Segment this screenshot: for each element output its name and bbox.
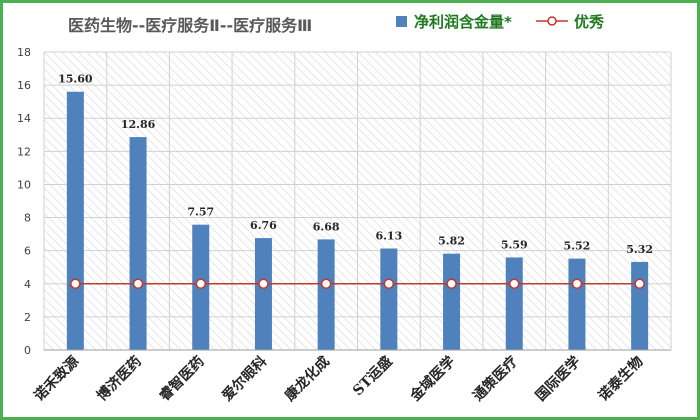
data-label: 5.59 bbox=[501, 238, 528, 251]
bar bbox=[568, 258, 586, 350]
bar bbox=[254, 238, 272, 350]
y-axis: 0 2 4 6 8 10 12 14 16 18 bbox=[17, 46, 31, 357]
bar bbox=[129, 137, 147, 350]
x-tick-label: ST运盛 bbox=[349, 353, 395, 399]
x-tick-label: 诺泰生物 bbox=[595, 353, 647, 405]
y-tick-label: 2 bbox=[24, 311, 31, 324]
legend-line-marker bbox=[547, 16, 557, 26]
line-point bbox=[634, 278, 645, 290]
y-tick-label: 6 bbox=[24, 245, 31, 258]
legend-bar-label: 净利润含金量* bbox=[414, 13, 512, 31]
legend: 净利润含金量* 优秀 bbox=[396, 13, 605, 31]
data-label: 5.82 bbox=[438, 235, 465, 248]
line-point bbox=[320, 278, 332, 290]
data-label: 6.68 bbox=[313, 220, 340, 233]
x-tick-label: 爱尔眼科 bbox=[219, 353, 271, 405]
line-point bbox=[195, 278, 206, 290]
bar bbox=[505, 257, 523, 350]
line-point bbox=[70, 278, 81, 290]
y-tick-label: 14 bbox=[17, 112, 31, 125]
data-label: 15.60 bbox=[58, 73, 93, 86]
legend-bar-swatch bbox=[396, 16, 407, 27]
bar bbox=[317, 239, 335, 350]
data-labels: 15.60 12.86 7.57 6.76 6.68 6.13 5.82 5.59 5.52 5.… bbox=[58, 73, 653, 256]
chart-title: 医药生物--医疗服务Ⅱ--医疗服务Ⅲ bbox=[68, 16, 312, 35]
data-label: 6.76 bbox=[250, 219, 277, 232]
x-axis: 诺禾致源 博济医药 睿智医药 爱尔眼科 康龙化成 ST运盛 金域医学 通策医疗 国际医学 诺泰生物 bbox=[31, 349, 671, 405]
bar bbox=[443, 253, 461, 350]
data-label: 5.52 bbox=[564, 240, 591, 253]
y-tick-label: 16 bbox=[17, 79, 31, 92]
x-tick-label: 国际医学 bbox=[532, 353, 584, 405]
y-tick-label: 8 bbox=[24, 212, 31, 225]
y-tick-label: 10 bbox=[17, 178, 31, 191]
data-label: 7.57 bbox=[187, 206, 214, 219]
data-label: 5.32 bbox=[626, 243, 653, 256]
line-point bbox=[132, 278, 144, 290]
line-point bbox=[571, 278, 583, 290]
bar bbox=[380, 248, 398, 350]
data-label: 6.13 bbox=[375, 230, 402, 243]
bar bbox=[66, 91, 84, 350]
x-tick-label: 通策医疗 bbox=[469, 353, 521, 405]
x-tick-label: 金域医学 bbox=[406, 353, 458, 405]
line-point bbox=[258, 278, 269, 290]
legend-line-label: 优秀 bbox=[574, 13, 605, 31]
y-tick-label: 12 bbox=[17, 145, 31, 158]
x-tick-label: 康龙化成 bbox=[281, 353, 333, 405]
bar bbox=[631, 261, 649, 350]
line-point bbox=[383, 278, 395, 290]
x-tick-label: 博济医药 bbox=[93, 353, 145, 405]
line-series bbox=[70, 278, 645, 290]
y-tick-label: 18 bbox=[17, 46, 31, 59]
line-point bbox=[509, 278, 520, 290]
x-tick-label: 诺禾致源 bbox=[31, 353, 83, 405]
data-label: 12.86 bbox=[121, 118, 156, 131]
x-tick-label: 睿智医药 bbox=[155, 353, 207, 405]
y-tick-label: 4 bbox=[24, 278, 31, 291]
line-point bbox=[446, 278, 457, 290]
y-tick-label: 0 bbox=[24, 344, 31, 357]
